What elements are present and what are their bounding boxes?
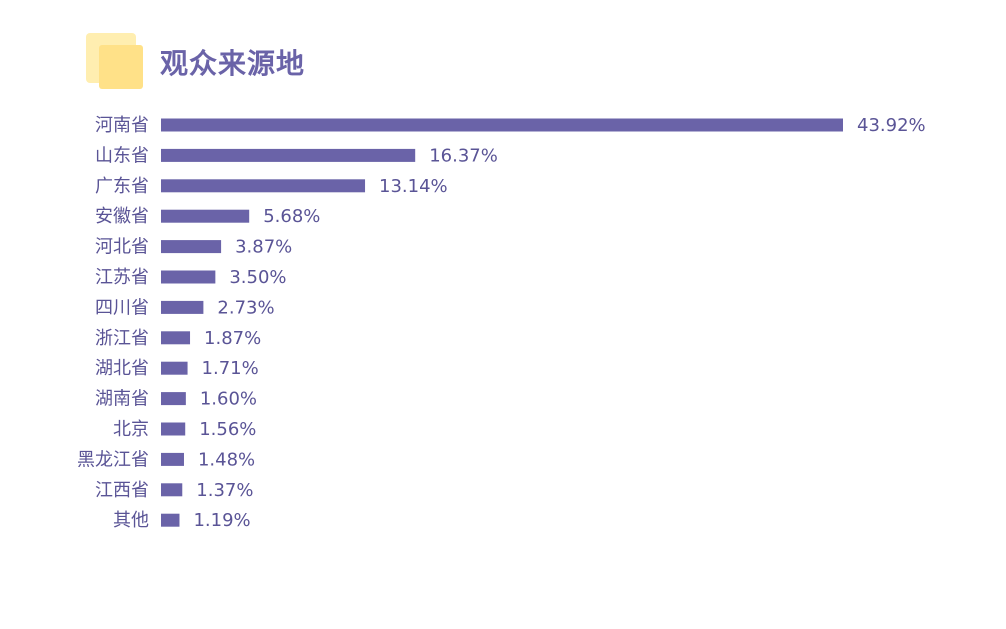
bar <box>161 300 204 314</box>
bar <box>161 483 183 497</box>
bar <box>161 179 366 193</box>
bar <box>161 513 180 527</box>
bar <box>161 422 186 436</box>
category-label: 山东省 <box>95 145 149 166</box>
chart-header: 观众来源地 <box>86 33 305 91</box>
value-label: 2.73% <box>217 297 274 318</box>
value-label: 43.92% <box>857 115 926 136</box>
category-label: 安徽省 <box>95 206 149 227</box>
value-label: 1.19% <box>193 510 250 531</box>
bar <box>161 452 184 466</box>
category-label: 湖南省 <box>95 389 149 410</box>
category-label: 其他 <box>113 510 149 531</box>
chart-title: 观众来源地 <box>160 47 306 80</box>
value-label: 1.37% <box>196 480 253 501</box>
bar <box>161 392 186 406</box>
value-label: 1.56% <box>199 419 256 440</box>
logo-square-front <box>99 45 143 89</box>
bar <box>161 361 188 375</box>
value-label: 3.87% <box>235 237 292 258</box>
category-label: 北京 <box>113 419 149 440</box>
category-label: 河北省 <box>95 237 149 258</box>
category-label: 江西省 <box>95 480 149 501</box>
bar <box>161 270 216 284</box>
category-label: 江苏省 <box>95 267 149 288</box>
category-label: 黑龙江省 <box>77 449 149 470</box>
value-label: 1.71% <box>202 358 259 379</box>
category-label: 浙江省 <box>95 328 149 349</box>
value-label: 3.50% <box>229 267 286 288</box>
bar <box>161 331 191 345</box>
category-label: 四川省 <box>95 297 149 318</box>
value-label: 1.87% <box>204 328 261 349</box>
value-label: 5.68% <box>263 206 320 227</box>
value-label: 16.37% <box>429 145 498 166</box>
value-label: 1.48% <box>198 449 255 470</box>
bar <box>161 209 250 223</box>
bar <box>161 240 222 254</box>
logo-squares-icon <box>86 33 144 91</box>
category-label: 河南省 <box>95 115 149 136</box>
bar <box>161 118 843 132</box>
value-label: 1.60% <box>200 389 257 410</box>
category-label: 湖北省 <box>95 358 149 379</box>
category-label: 广东省 <box>95 176 149 197</box>
bar <box>161 148 416 162</box>
value-label: 13.14% <box>379 176 448 197</box>
